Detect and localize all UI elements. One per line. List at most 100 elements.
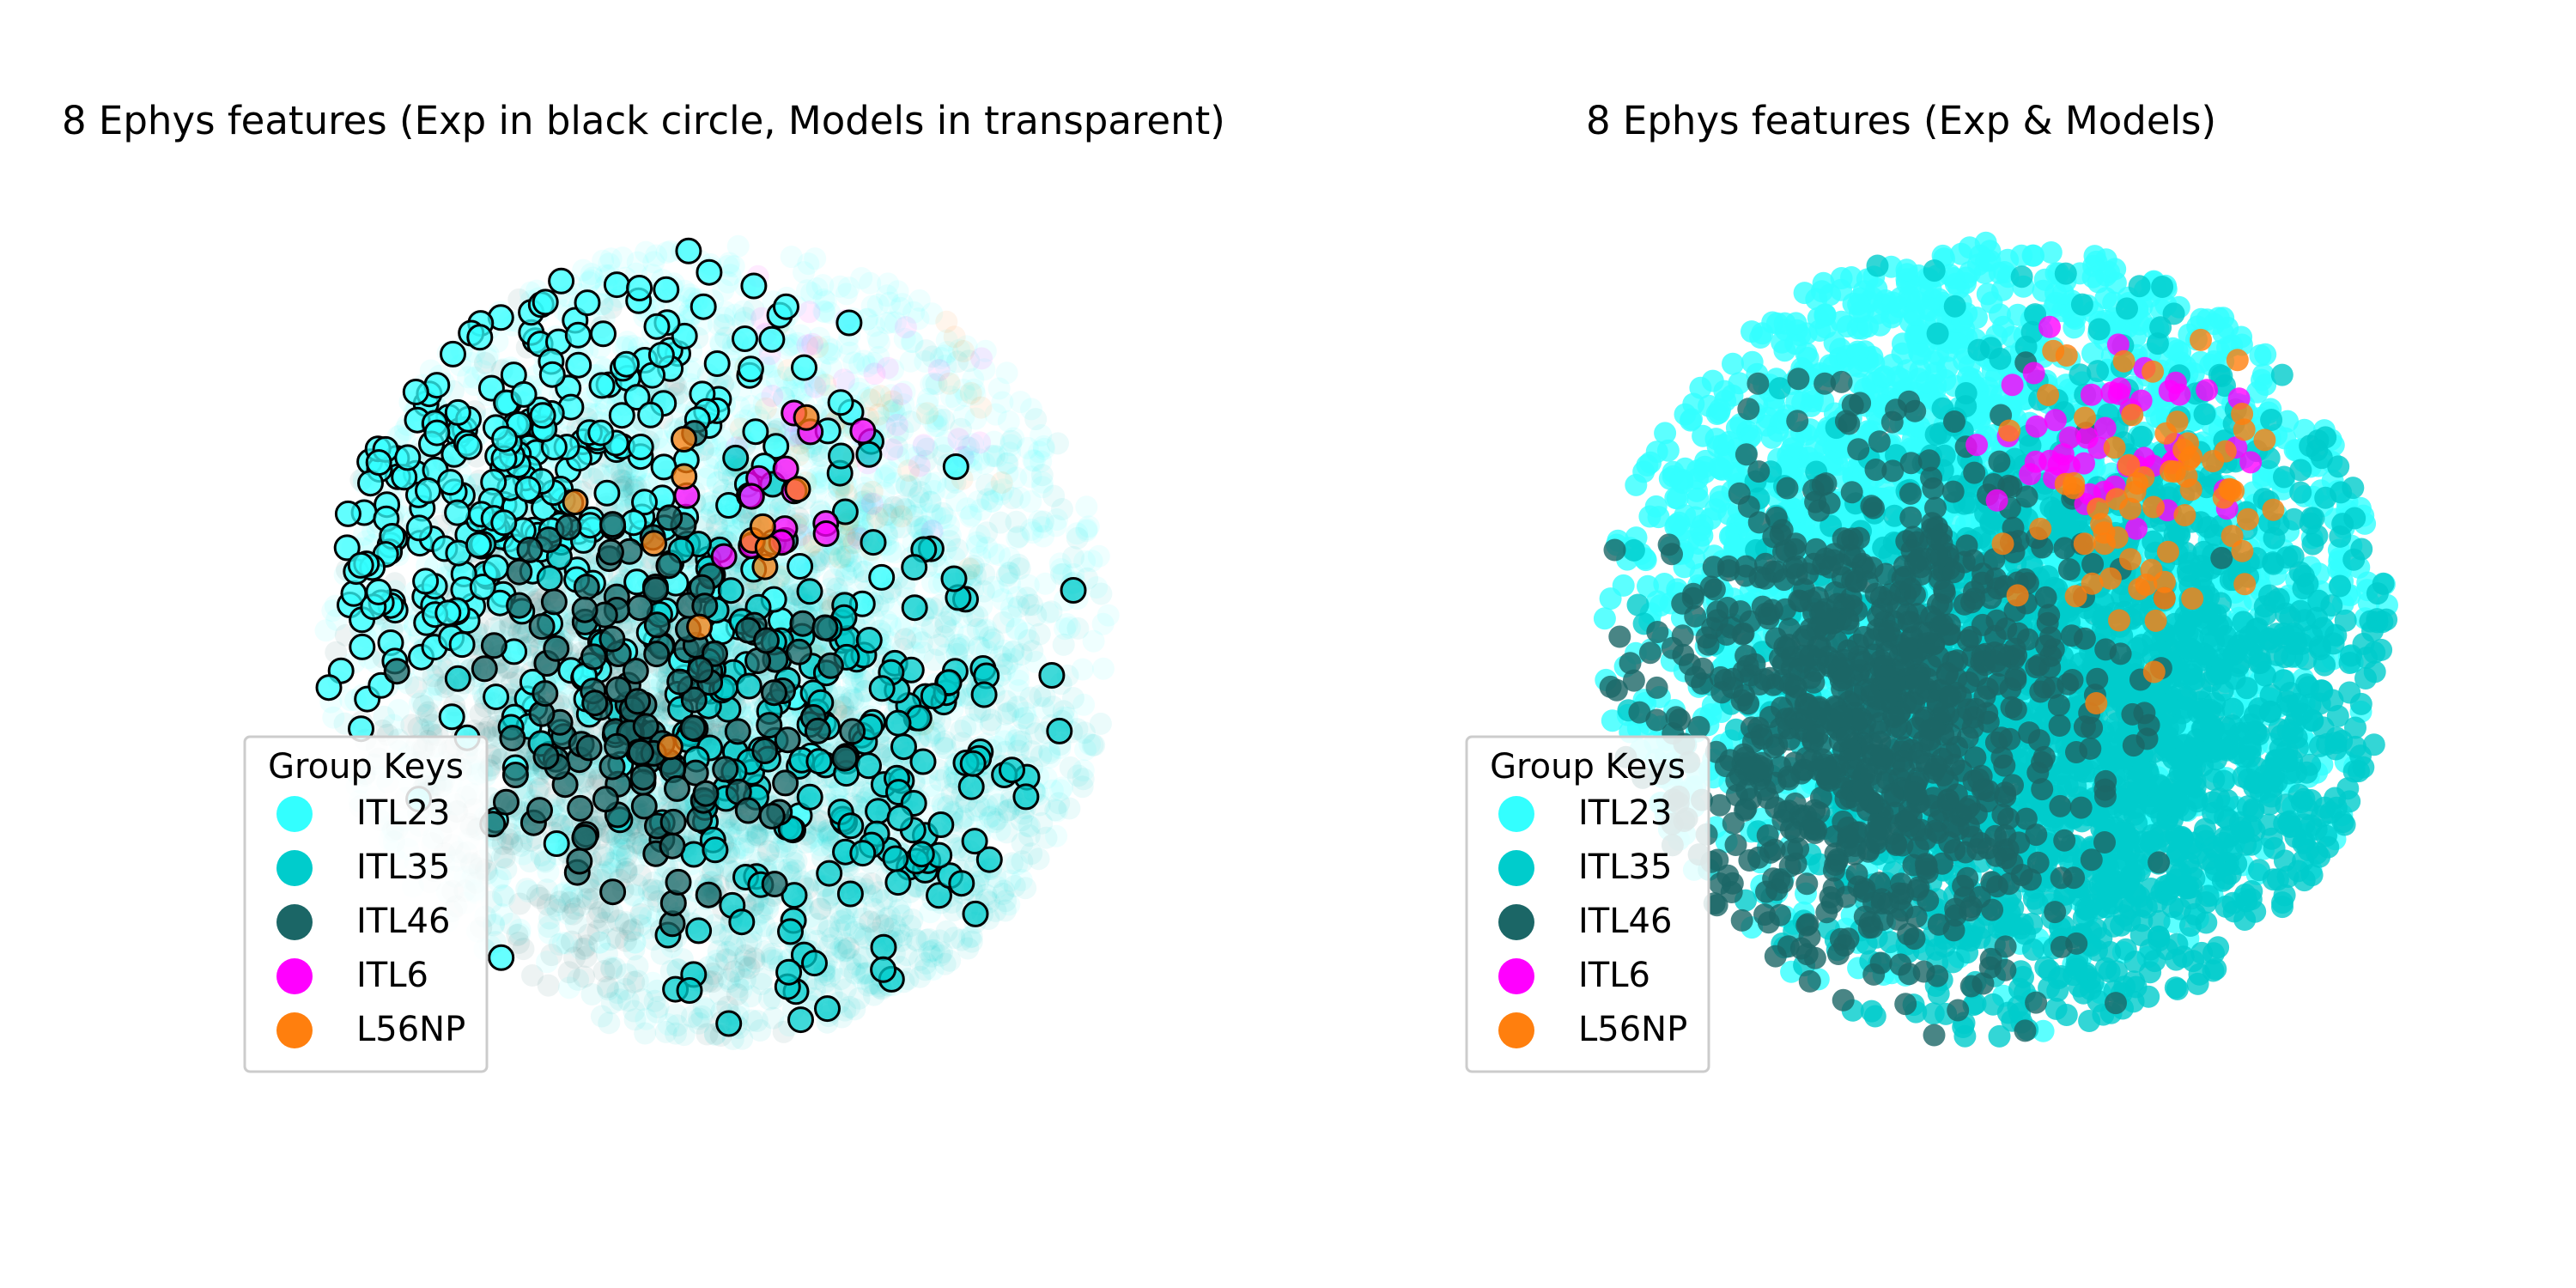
exp-point-ITL23 <box>742 418 769 446</box>
exp-point-ITL35 <box>444 665 471 692</box>
exp-point-ITL23 <box>334 500 361 527</box>
model-point-ITL23 <box>900 331 923 353</box>
exp-point-ITL23 <box>483 683 510 711</box>
model-point-ITL35 <box>1062 545 1084 568</box>
model-point-ITL46 <box>540 944 563 967</box>
model-point-ITL23 <box>969 636 993 659</box>
model-point-ITL23 <box>945 489 969 512</box>
model-point-L56NP <box>916 402 939 425</box>
model-point-ITL23 <box>867 345 890 368</box>
model-point-ITL23 <box>958 926 981 949</box>
model-point-ITL23 <box>960 503 983 526</box>
model-point-ITL35 <box>665 1014 689 1037</box>
exp-point-ITL23 <box>465 532 492 559</box>
model-point-ITL23 <box>811 274 835 297</box>
model-point-L56NP <box>806 336 829 359</box>
model-point-ITL23 <box>707 471 729 494</box>
model-point-ITL23 <box>848 687 871 710</box>
model-point-ITL23 <box>920 939 944 962</box>
model-point-ITL35 <box>979 805 1001 829</box>
model-point-ITL46 <box>573 937 596 960</box>
model-point-ITL35 <box>995 821 1018 844</box>
left-scatter-plot <box>314 234 1120 1050</box>
model-point-ITL23 <box>781 333 805 356</box>
model-point-ITL35 <box>1052 633 1075 656</box>
exp-point-ITL23 <box>827 389 854 416</box>
exp-point-ITL23 <box>643 313 671 340</box>
model-point-ITL35 <box>1011 850 1034 873</box>
model-point-ITL23 <box>879 461 902 484</box>
model-point-ITL35 <box>1024 408 1048 431</box>
exp-point-ITL23 <box>565 351 592 379</box>
exp-point-ITL23 <box>510 380 538 408</box>
model-point-ITL23 <box>696 492 719 515</box>
model-point-ITL23 <box>1066 522 1089 545</box>
model-point-ITL23 <box>786 331 809 355</box>
model-point-ITL46 <box>576 887 599 910</box>
model-point-ITL23 <box>1049 558 1072 580</box>
model-point-ITL23 <box>1009 391 1032 414</box>
model-point-ITL35 <box>999 429 1023 453</box>
exp-point-ITL23 <box>423 419 451 447</box>
model-point-ITL23 <box>659 240 682 263</box>
model-point-ITL46 <box>600 957 623 981</box>
exp-point-ITL23 <box>434 599 462 627</box>
model-point-ITL46 <box>726 983 749 1006</box>
exp-point-ITL23 <box>737 355 764 383</box>
exp-point-ITL23 <box>791 354 817 381</box>
model-point-ITL23 <box>818 301 841 325</box>
model-point-ITL23 <box>808 326 831 349</box>
model-point-ITL23 <box>980 445 1003 467</box>
model-point-ITL23 <box>498 826 521 849</box>
exp-point-ITL23 <box>490 509 518 537</box>
model-point-ITL35 <box>996 452 1019 475</box>
model-point-ITL35 <box>960 930 983 953</box>
model-point-ITL35 <box>1047 432 1069 455</box>
model-point-ITL46 <box>696 1023 719 1046</box>
model-point-ITL23 <box>999 597 1023 620</box>
model-point-L56NP <box>890 505 913 528</box>
model-point-ITL46 <box>859 910 882 933</box>
model-point-ITL23 <box>919 775 942 798</box>
model-point-ITL23 <box>799 830 823 854</box>
model-point-ITL23 <box>1005 617 1029 640</box>
model-point-ITL23 <box>781 843 803 866</box>
model-point-ITL23 <box>588 931 611 954</box>
exp-point-ITL23 <box>637 401 665 428</box>
model-point-ITL23 <box>1049 779 1072 802</box>
model-point-ITL35 <box>1040 600 1063 623</box>
model-point-ITL23 <box>1077 515 1100 538</box>
exp-point-ITL23 <box>483 554 509 581</box>
model-point-ITL6 <box>894 316 917 339</box>
model-point-ITL23 <box>611 246 634 270</box>
model-point-L56NP <box>897 459 920 482</box>
model-point-ITL6 <box>912 434 935 457</box>
model-point-ITL23 <box>920 519 943 542</box>
model-point-ITL23 <box>774 366 797 389</box>
exp-point-ITL23 <box>491 425 518 453</box>
exp-point-ITL23 <box>514 476 542 503</box>
model-point-ITL23 <box>914 515 937 538</box>
exp-point-ITL23 <box>653 276 680 303</box>
model-point-ITL35 <box>1016 586 1038 610</box>
exp-point-ITL23 <box>773 293 799 320</box>
exp-point-ITL35 <box>787 1006 814 1034</box>
exp-point-ITL23 <box>448 631 476 659</box>
exp-point-ITL23 <box>315 674 343 702</box>
model-point-ITL46 <box>860 872 883 895</box>
model-point-ITL35 <box>923 648 946 671</box>
model-point-ITL23 <box>1032 437 1055 460</box>
exp-point-ITL35 <box>957 773 985 800</box>
model-point-ITL23 <box>1097 604 1120 627</box>
model-point-ITL35 <box>1061 687 1084 709</box>
exp-point-ITL23 <box>415 477 441 504</box>
exp-point-ITL23 <box>347 551 374 579</box>
model-point-ITL35 <box>537 915 560 939</box>
model-point-ITL23 <box>493 884 516 908</box>
model-point-ITL23 <box>835 332 859 355</box>
model-point-ITL35 <box>996 653 1019 676</box>
model-point-ITL46 <box>506 924 529 946</box>
model-point-ITL23 <box>793 261 815 284</box>
model-point-ITL23 <box>733 834 756 857</box>
exp-point-ITL23 <box>787 553 814 580</box>
